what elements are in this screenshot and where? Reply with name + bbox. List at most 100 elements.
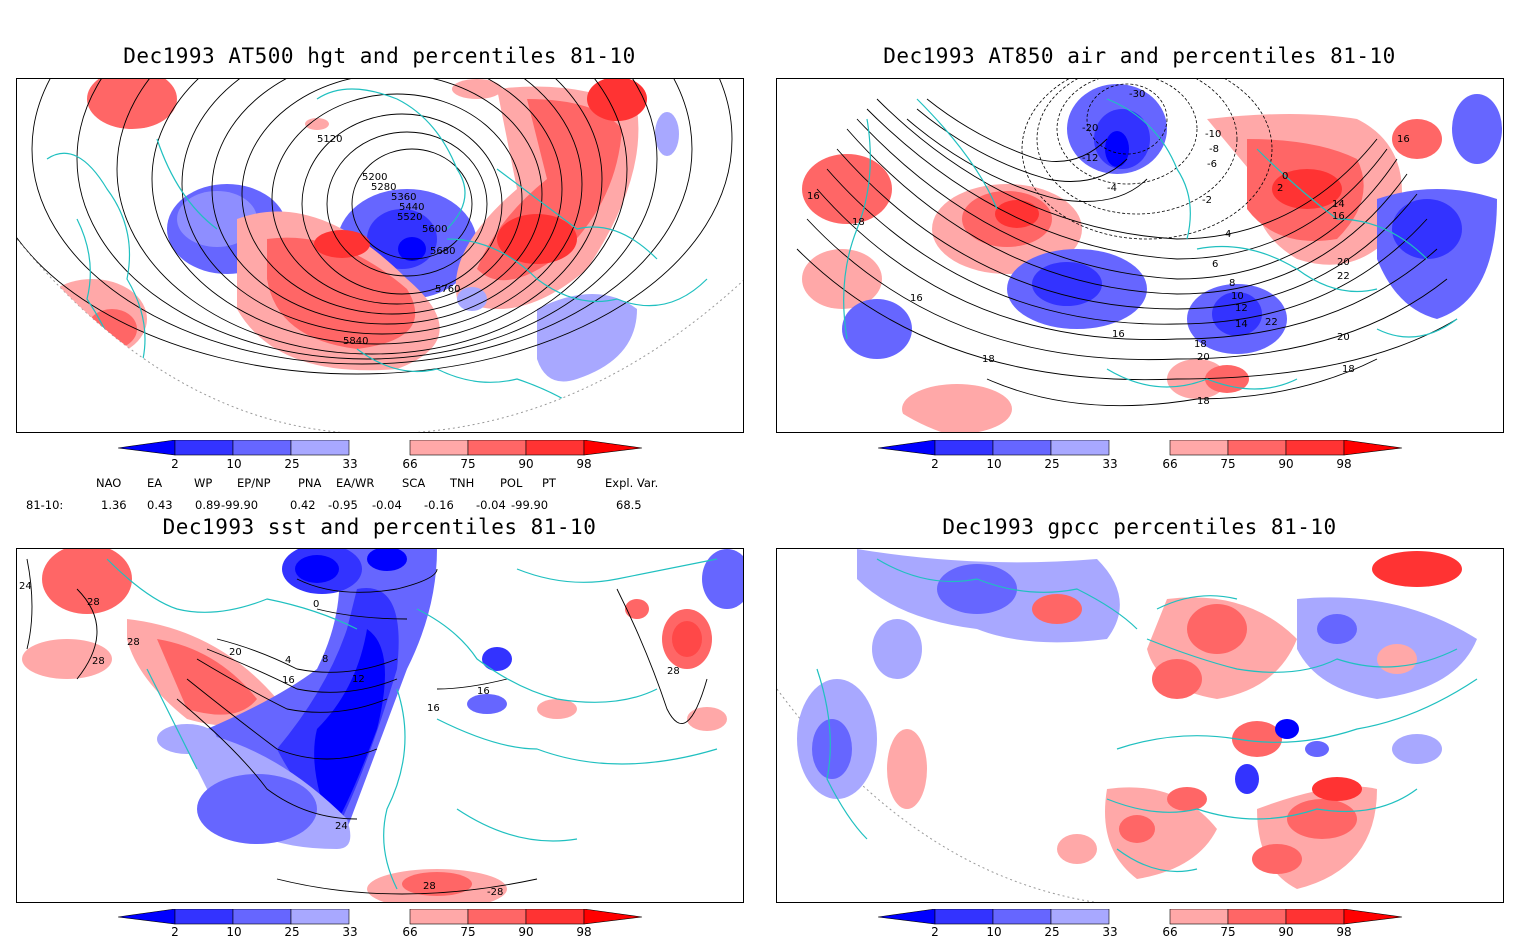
colorbar-2 [877,439,1403,456]
contour-labels: 16 18 16 16 18 18 20 22 20 18 22 20 18 1… [807,89,1410,407]
cbar-tick: 66 [402,457,418,471]
panel-4-title: Dec1993 gpcc percentiles 81-10 [942,515,1337,539]
index-header: EA/WR [336,476,375,490]
contour-label: 5360 [391,192,416,203]
colorbar-segment [992,908,1052,925]
index-value: 0.42 [290,498,316,512]
index-header: SCA [402,476,426,490]
colorbar-4-labels: 2 10 25 33 66 75 90 98 [878,925,1403,939]
colorbar-3-labels: 2 10 25 33 66 75 90 98 [118,925,643,939]
cbar-tick: 98 [576,457,592,471]
cbar-tick: 10 [986,925,1002,939]
contour-label: 28 [423,881,436,892]
contour-label: 24 [335,821,348,832]
cbar-tick: 98 [576,925,592,939]
contour-label: 16 [1397,134,1410,145]
cbar-tick: 2 [171,457,179,471]
contour-label: 10 [1231,291,1244,302]
cbar-tick: 90 [518,925,534,939]
cbar-tick: 25 [284,457,300,471]
contour-label: 16 [477,686,490,697]
contour-label: 16 [1332,211,1345,222]
index-value: -0.04 [476,498,506,512]
contour-label: -30 [1129,89,1145,100]
colorbar-segment [1050,908,1110,925]
colorbar-segment [174,439,234,456]
cbar-tick: 25 [1044,925,1060,939]
map-gpcc [777,549,1478,902]
contour-label: -28 [487,887,503,898]
map-hgt500: 5120 5200 5280 5360 5440 5520 5600 5680 … [17,79,743,432]
cbar-tick: 98 [1336,925,1352,939]
index-header: NAO [96,476,122,490]
sst-contours [26,558,708,895]
cbar-tick: 90 [518,457,534,471]
coastlines [816,558,1478,872]
index-value: -0.04 [372,498,402,512]
cbar-tick: 98 [1336,457,1352,471]
contour-label: 5200 [362,172,387,183]
colorbar-segment [525,439,585,456]
contour-label: -4 [1107,183,1117,194]
colorbar-segment [409,908,469,925]
colorbar-segment [1169,908,1229,925]
contour-label: 2 [1277,183,1283,194]
colorbar-2-labels: 2 10 25 33 66 75 90 98 [878,457,1403,471]
contour-label: 5600 [422,224,447,235]
colorbar-segment [934,908,994,925]
contour-label: 22 [1337,271,1350,282]
colorbar-segment [117,439,176,456]
colorbar-3 [117,908,643,925]
index-header: POL [500,476,523,490]
index-value: 0.89 [195,498,221,512]
contour-label: -2 [1202,195,1212,206]
index-value: -99.90 [511,498,549,512]
contour-label: 20 [1337,257,1350,268]
contour-label: 5520 [397,212,422,223]
contour-label: 14 [1332,199,1345,210]
colorbar-4 [877,908,1403,925]
percentile-shading [37,79,679,382]
contour-label: 18 [982,354,995,365]
panel-1-title: Dec1993 AT500 hgt and percentiles 81-10 [123,44,636,68]
contour-label: 20 [229,647,242,658]
colorbar-segment [1227,908,1287,925]
contour-label: 22 [1265,317,1278,328]
colorbar-segment [877,908,936,925]
panel-2-title: Dec1993 AT850 air and percentiles 81-10 [883,44,1396,68]
contour-label: 18 [1342,364,1355,375]
colorbar-segment [583,908,643,925]
contour-label: 4 [1225,229,1231,240]
colorbar-segment [290,908,350,925]
contour-label: 5280 [371,182,396,193]
colorbar-segment [525,908,585,925]
colorbar-segment [877,439,936,456]
contour-label: 6 [1212,259,1218,270]
colorbar-segment [1050,439,1110,456]
map-air850: 16 18 16 16 18 18 20 22 20 18 22 20 18 1… [796,79,1502,432]
temperature-contours [796,98,1458,407]
colorbar-segment [1285,908,1345,925]
cbar-tick: 10 [226,925,242,939]
colorbar-segment [992,439,1052,456]
contour-labels: 24 28 28 28 20 16 12 8 4 0 16 16 28 -28 … [19,581,680,898]
index-header: TNH [450,476,475,490]
map-sst: 24 28 28 28 20 16 12 8 4 0 16 16 28 -28 … [19,549,743,902]
cbar-tick: 75 [460,457,476,471]
colorbar-1 [117,439,643,456]
contour-label: 18 [1197,396,1210,407]
contour-label: 5840 [343,336,368,347]
coastlines [106,558,718,890]
contour-label: 20 [1197,352,1210,363]
contour-label: 16 [427,703,440,714]
percentile-shading [802,84,1502,432]
index-value: 1.36 [101,498,127,512]
negative-contours [1021,79,1273,240]
contour-label: -20 [1082,123,1098,134]
cbar-tick: 75 [1220,925,1236,939]
index-value: -99.90 [221,498,259,512]
cbar-tick: 2 [931,925,939,939]
contour-label: -12 [1082,153,1098,164]
colorbar-segment [1343,439,1403,456]
colorbar-segment [232,439,292,456]
